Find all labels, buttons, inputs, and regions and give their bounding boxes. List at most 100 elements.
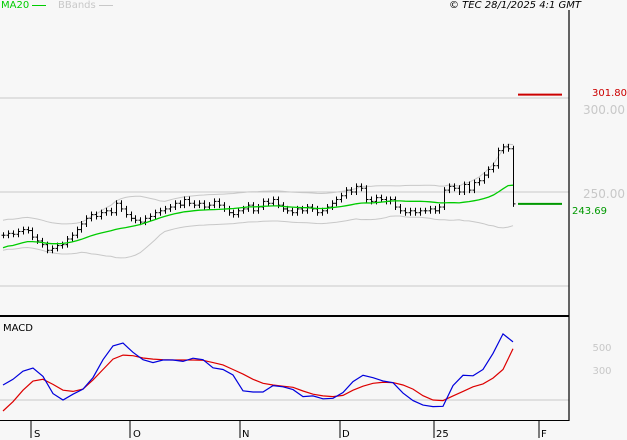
price-bar [437,204,442,214]
price-bar [133,215,138,224]
price-bar [158,207,163,216]
price-bar [163,205,168,214]
price-bar [413,207,418,216]
x-tick-label: F [541,429,547,440]
macd-title: MACD [3,323,33,334]
price-bar [119,200,124,212]
price-bar [379,194,384,203]
price-grid [0,97,569,287]
price-bar [109,207,114,216]
price-bar [251,202,256,214]
price-bar [79,220,84,233]
legend-ma20-swatch [32,4,47,6]
price-bar [178,200,183,209]
legend-ma20-label: MA20 [1,0,30,11]
price-bar [325,204,330,214]
price-bar [124,205,129,218]
price-bar [398,204,403,214]
price-bar [305,204,310,214]
price-bar [403,207,408,216]
price-bar [271,196,276,207]
legend-ma20: MA20 [1,0,47,11]
price-bar [511,145,516,207]
price-bar [84,215,89,227]
macd-line [2,332,514,408]
price-bar [491,162,496,173]
price-bar [428,205,433,214]
bband-lower-line [2,215,514,259]
price-bar [330,200,335,211]
price-bar [364,185,369,203]
price-bar [94,211,99,220]
price-bar [16,228,21,238]
price-bar [452,183,457,192]
price-bar [187,196,192,207]
price-bar [266,198,271,207]
price-bar [227,205,232,216]
price-bar [447,183,452,194]
price-bar [236,207,241,218]
macd-layer [0,332,569,412]
x-tick-label: D [342,429,350,440]
price-bar [354,183,359,196]
price-bar [50,245,55,254]
price-bar [182,196,187,209]
price-bar [457,185,462,196]
price-bar [486,166,491,179]
last-price-label: 243.69 [572,206,607,217]
price-bar [114,200,119,216]
price-bar [256,204,261,214]
price-bar [65,235,70,248]
price-bar [70,232,75,243]
price-bar [344,187,349,199]
price-bar [148,213,153,222]
price-bar [173,200,178,211]
price-bar [506,143,511,152]
price-bar [168,204,173,212]
price-bar [192,200,197,209]
ma20-line [2,184,514,249]
price-bar [6,230,11,239]
price-bar [467,181,472,194]
price-bar [442,187,447,211]
price-bar [501,143,506,154]
price-bar [197,200,202,209]
price-bar [334,196,339,207]
price-bar [359,183,364,192]
price-bar [1,232,6,239]
price-bar [153,209,158,220]
price-bar [349,187,354,196]
price-bar [21,226,26,235]
price-bar [477,177,482,186]
x-tick-label: O [133,429,141,440]
ma20-layer [2,184,514,249]
price-bar [339,192,344,203]
price-bar [75,226,80,239]
price-bar [418,207,423,216]
price-bar [212,198,217,209]
price-bar [89,211,94,222]
price-bar [207,202,212,211]
price-bar [315,205,320,216]
price-bar [261,198,266,211]
price-bar [384,196,389,205]
bbands-layer [2,143,514,259]
macd-tick-label: 300 [592,366,611,377]
price-bar [472,179,477,194]
macd-signal-line [2,348,514,412]
price-bar [26,226,31,234]
price-bar [99,209,104,220]
target-level-label: 301.80 [592,88,627,99]
price-bar [433,205,438,214]
legend-bbands-swatch [98,4,113,6]
price-bars [1,93,562,254]
x-tick-label: N [242,429,249,440]
price-bar [202,200,207,211]
price-bar [129,211,134,222]
price-bar [496,147,501,169]
price-bar [393,196,398,211]
price-bar [290,207,295,216]
price-bar [217,198,222,209]
price-bar [104,207,109,216]
price-bar [408,207,413,216]
